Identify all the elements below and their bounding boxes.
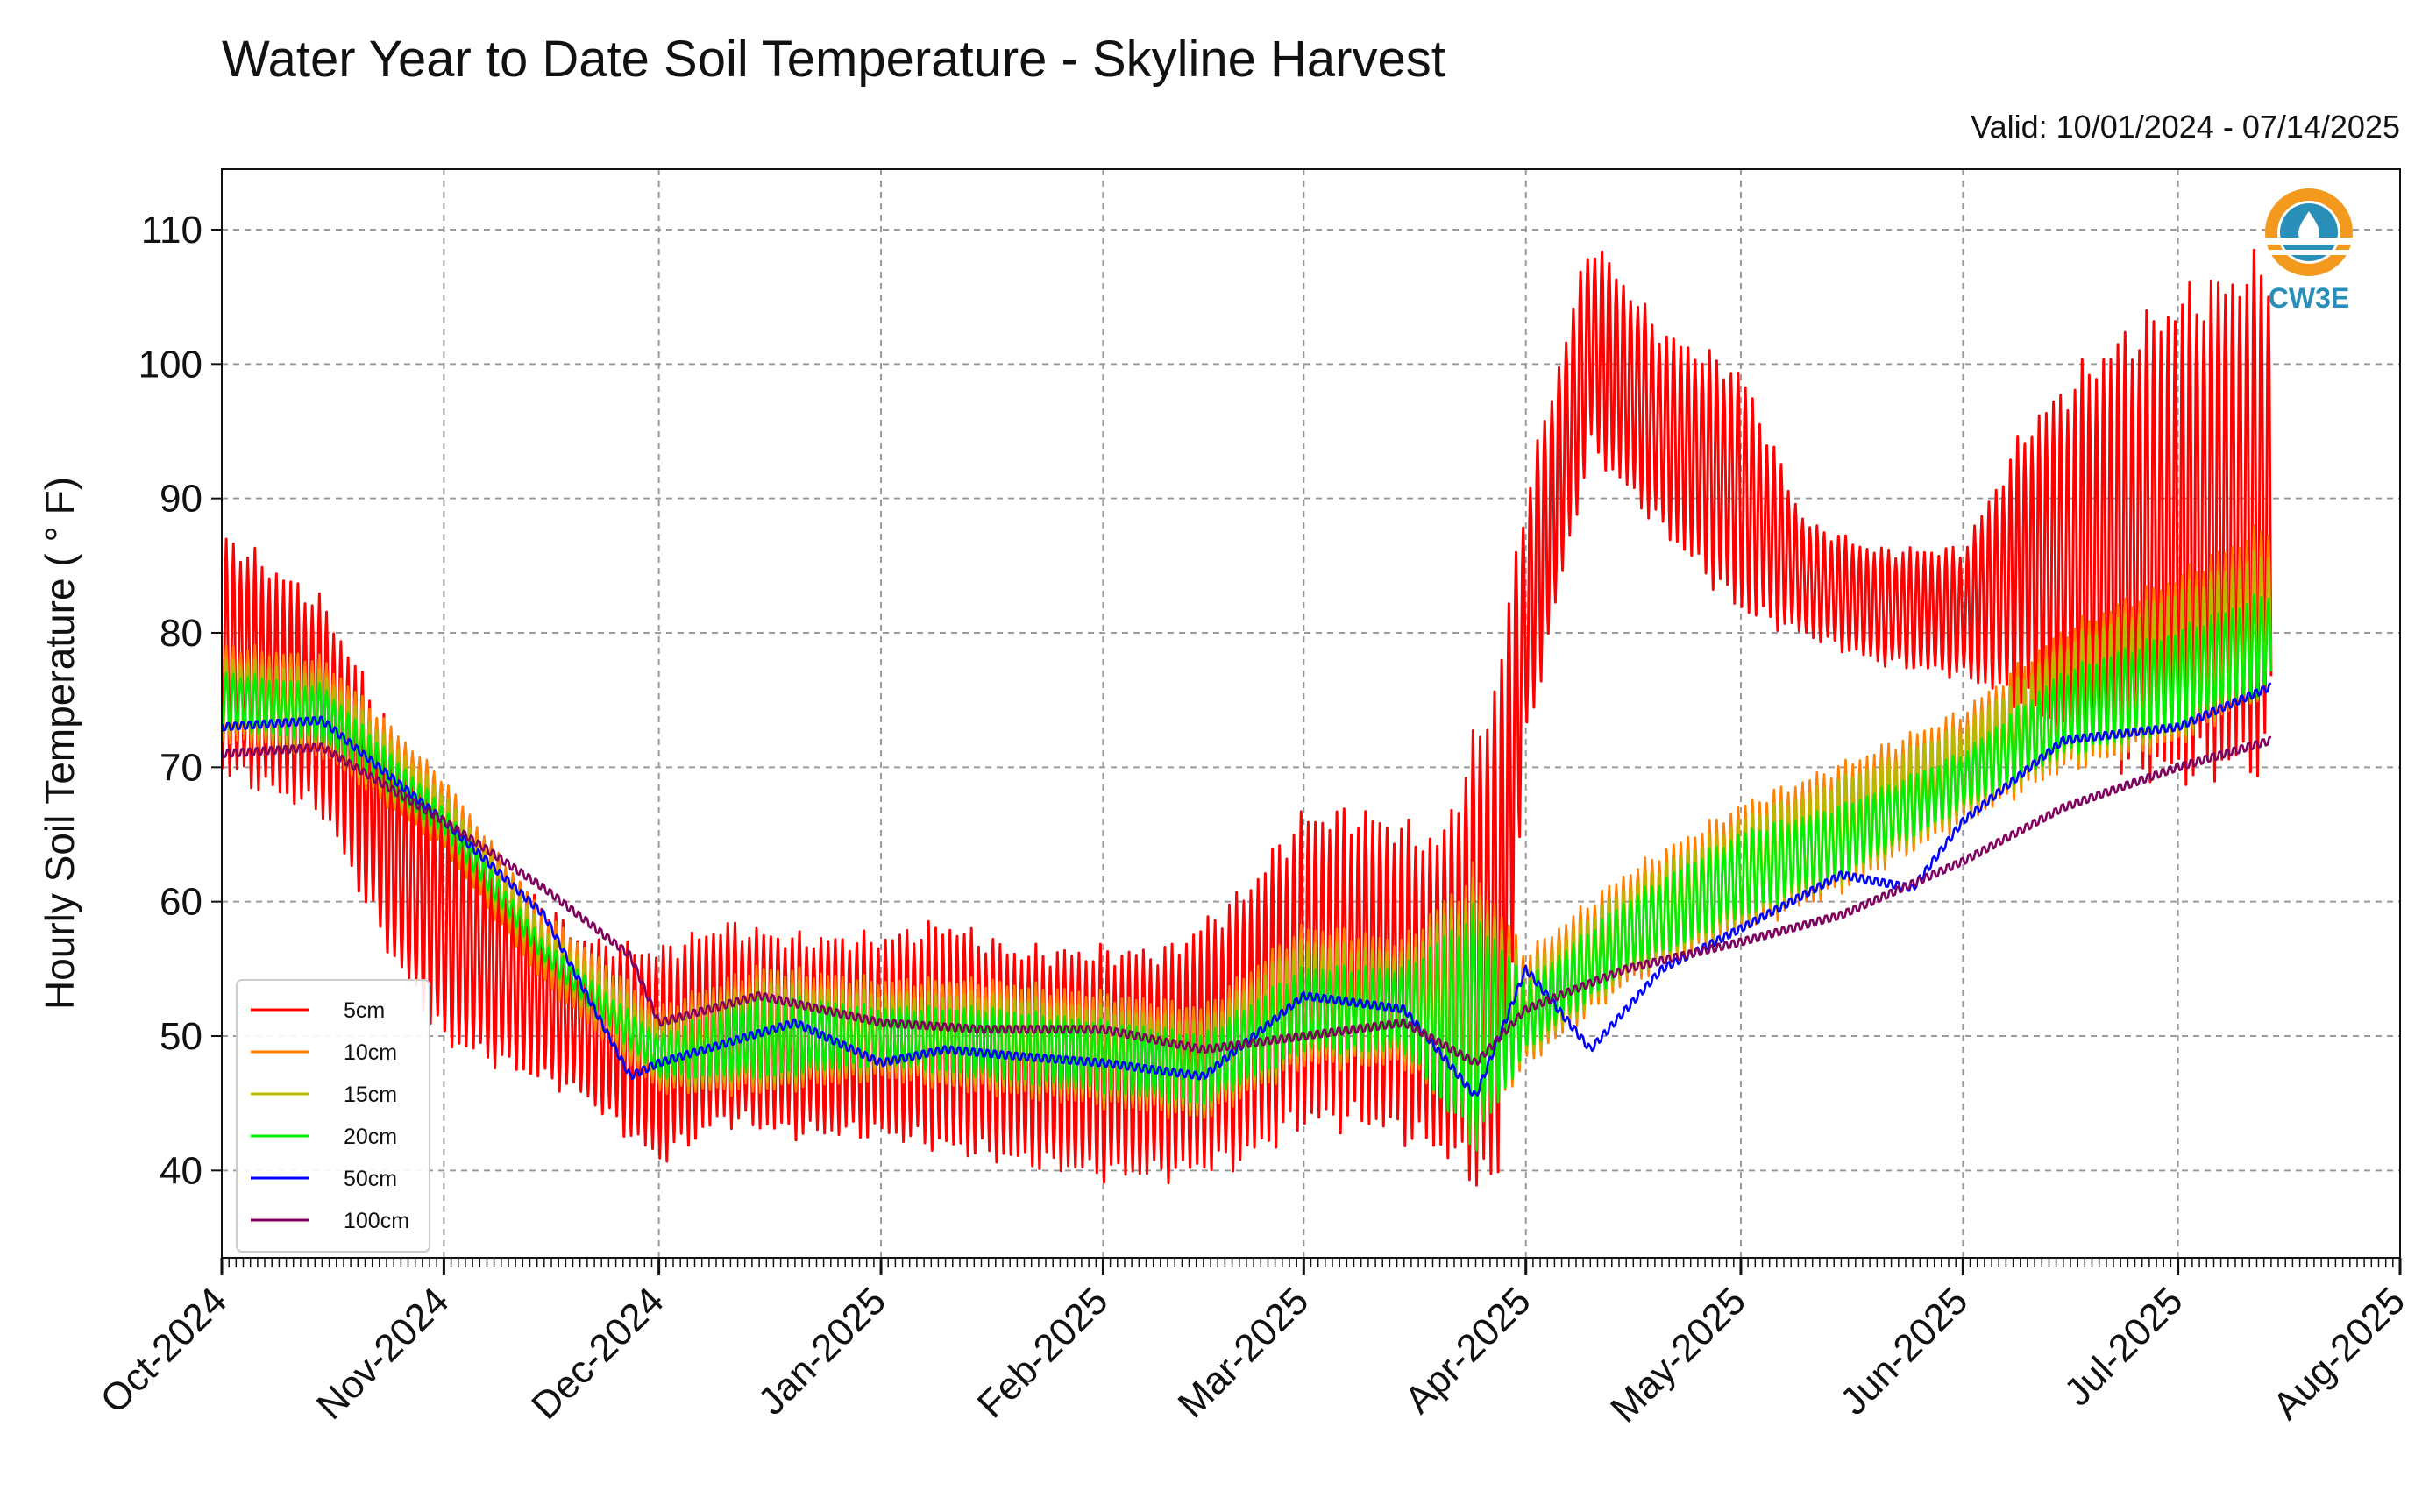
legend-label-50cm: 50cm — [344, 1167, 397, 1191]
x-tick-label: Mar-2025 — [1170, 1279, 1317, 1426]
x-tick-label: Apr-2025 — [1396, 1279, 1539, 1422]
water-drop-icon — [2298, 211, 2319, 245]
valid-date-range: Valid: 10/01/2024 - 07/14/2025 — [1971, 109, 2400, 145]
legend-box — [236, 979, 430, 1253]
legend: 5cm 10cm 15cm 20cm 50cm 100cm — [236, 979, 430, 1253]
legend-label-5cm: 5cm — [344, 998, 385, 1023]
y-tick-label: 110 — [141, 209, 202, 252]
series-layer — [222, 248, 2273, 1187]
x-tick-label: Aug-2025 — [2264, 1279, 2413, 1428]
series-line-100cm — [222, 735, 2272, 1066]
x-minor-ticks — [221, 1258, 2401, 1267]
x-tick-label: Oct-2024 — [92, 1279, 235, 1422]
legend-label-10cm: 10cm — [344, 1040, 397, 1065]
logo-wave-2 — [2263, 250, 2354, 255]
y-tick-label: 80 — [160, 612, 202, 655]
y-tick-label: 100 — [138, 343, 202, 386]
x-tick-label: Nov-2024 — [309, 1279, 458, 1428]
series-line-20cm — [222, 593, 2273, 1152]
legend-label-20cm: 20cm — [344, 1125, 397, 1149]
legend-label-100cm: 100cm — [344, 1209, 409, 1233]
x-tick-label: Jun-2025 — [1832, 1279, 1976, 1423]
y-tick-label: 50 — [160, 1015, 202, 1058]
series-line-50cm — [222, 682, 2272, 1097]
cw3e-logo: CW3E — [2263, 188, 2354, 314]
y-tick-label: 40 — [160, 1149, 202, 1192]
y-tick-label: 70 — [160, 746, 202, 789]
logo-label: CW3E — [2269, 282, 2349, 314]
y-tick-label: 90 — [160, 478, 202, 521]
x-tick-label: Feb-2025 — [969, 1279, 1117, 1426]
y-tick-label: 60 — [160, 881, 202, 924]
x-tick-label: Jan-2025 — [750, 1279, 894, 1423]
chart-title: Water Year to Date Soil Temperature - Sk… — [222, 31, 1445, 88]
x-tick-label: May-2025 — [1602, 1279, 1754, 1430]
x-tick-label: Dec-2024 — [523, 1279, 672, 1428]
legend-label-15cm: 15cm — [344, 1083, 397, 1107]
x-tick-label: Jul-2025 — [2056, 1279, 2191, 1414]
